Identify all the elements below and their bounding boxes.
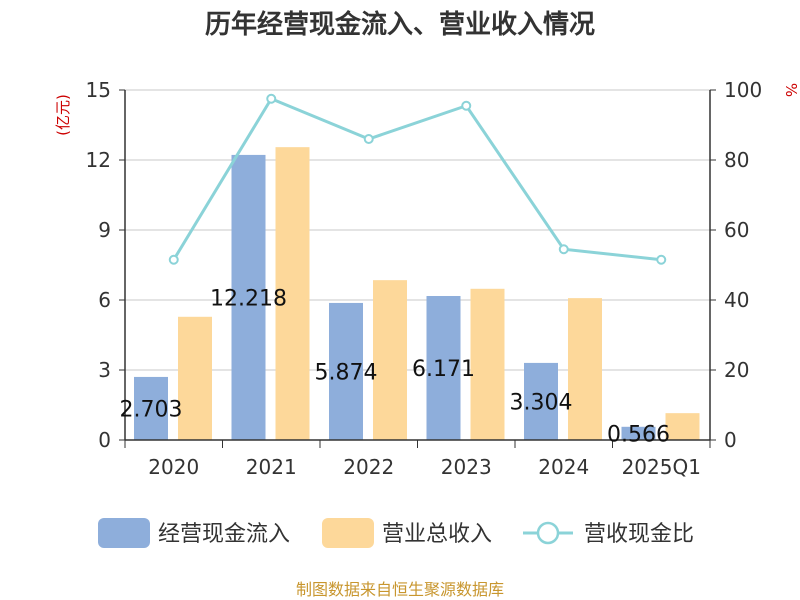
legend-marker-ratio xyxy=(536,521,560,545)
x-axis-tick-label: 2024 xyxy=(538,455,589,479)
cash-inflow-bar xyxy=(524,362,558,440)
cash-inflow-data-label: 6.171 xyxy=(412,357,475,382)
x-axis-tick-label: 2020 xyxy=(148,455,199,479)
cash-inflow-bar xyxy=(134,376,168,440)
revenue-bar xyxy=(275,147,310,440)
ratio-point xyxy=(363,134,374,144)
cash-inflow-bar xyxy=(329,302,363,440)
ratio-line xyxy=(172,96,662,262)
cash-inflow-bar xyxy=(426,296,461,440)
x-axis-tick-label: 2023 xyxy=(441,455,492,479)
cash-inflow-bar xyxy=(621,426,656,440)
left-axis-tick-label: 12 xyxy=(86,148,111,172)
legend-label-cash-inflow: 经营现金流入 xyxy=(158,522,290,547)
ratio-point xyxy=(168,254,179,265)
revenue-bar xyxy=(373,280,407,440)
source-footer: 制图数据来自恒生聚源数据库 xyxy=(295,580,504,599)
right-axis-tick-label: 80 xyxy=(724,148,749,172)
data-labels: 2.703 12.218 5.874 6.171 3.304 0.566 xyxy=(120,286,670,447)
grid-lines xyxy=(125,89,710,371)
legend-swatch-cash-inflow xyxy=(98,518,150,548)
legend: 经营现金流入 营业总收入 营收现金比 xyxy=(98,518,694,548)
axes: 0 3 6 9 12 15 0 20 40 60 80 100 (亿元)% 2020 2021 2022 202… xyxy=(54,78,800,479)
right-axis-tick-label: 40 xyxy=(724,288,749,312)
legend-swatch-revenue xyxy=(322,518,374,548)
right-axis-tick-label: 20 xyxy=(724,358,749,382)
revenue-bar xyxy=(178,316,212,440)
revenue-bar xyxy=(568,298,602,440)
cash-inflow-data-label: 12.218 xyxy=(210,286,287,311)
cash-inflow-data-label: 0.566 xyxy=(607,422,670,447)
left-axis-tick-label: 0 xyxy=(98,428,111,452)
bars xyxy=(134,147,700,440)
legend-label-revenue: 营业总收入 xyxy=(382,522,492,547)
ratio-point xyxy=(656,254,667,265)
right-axis-tick-label: 100 xyxy=(724,78,762,102)
x-axis-tick-label: 2021 xyxy=(246,455,297,479)
ratio-line-layer xyxy=(168,93,667,265)
left-axis-tick-label: 3 xyxy=(98,358,111,382)
left-axis-label: (亿元) xyxy=(54,94,72,136)
chart-title: 历年经营现金流入、营业收入情况 xyxy=(204,10,595,40)
right-axis-tick-label: 60 xyxy=(724,218,749,242)
cash-inflow-bar xyxy=(231,154,266,440)
ratio-point xyxy=(461,100,472,111)
x-axis-tick-label: 2022 xyxy=(343,455,394,479)
legend-label-ratio: 营收现金比 xyxy=(584,522,694,547)
left-axis-tick-label: 6 xyxy=(98,288,111,312)
left-axis-tick-label: 9 xyxy=(98,218,111,242)
cash-inflow-data-label: 2.703 xyxy=(120,397,183,422)
revenue-bar xyxy=(665,413,700,440)
revenue-bar xyxy=(470,288,505,440)
cash-inflow-data-label: 5.874 xyxy=(315,360,378,385)
cash-inflow-data-label: 3.304 xyxy=(510,390,573,415)
right-axis-tick-label: 0 xyxy=(724,428,737,452)
ratio-point xyxy=(558,244,569,255)
left-axis-tick-label: 15 xyxy=(86,78,111,102)
x-axis-tick-label: 2025Q1 xyxy=(622,455,701,479)
right-axis-label: % xyxy=(782,83,800,97)
ratio-point xyxy=(266,93,277,104)
